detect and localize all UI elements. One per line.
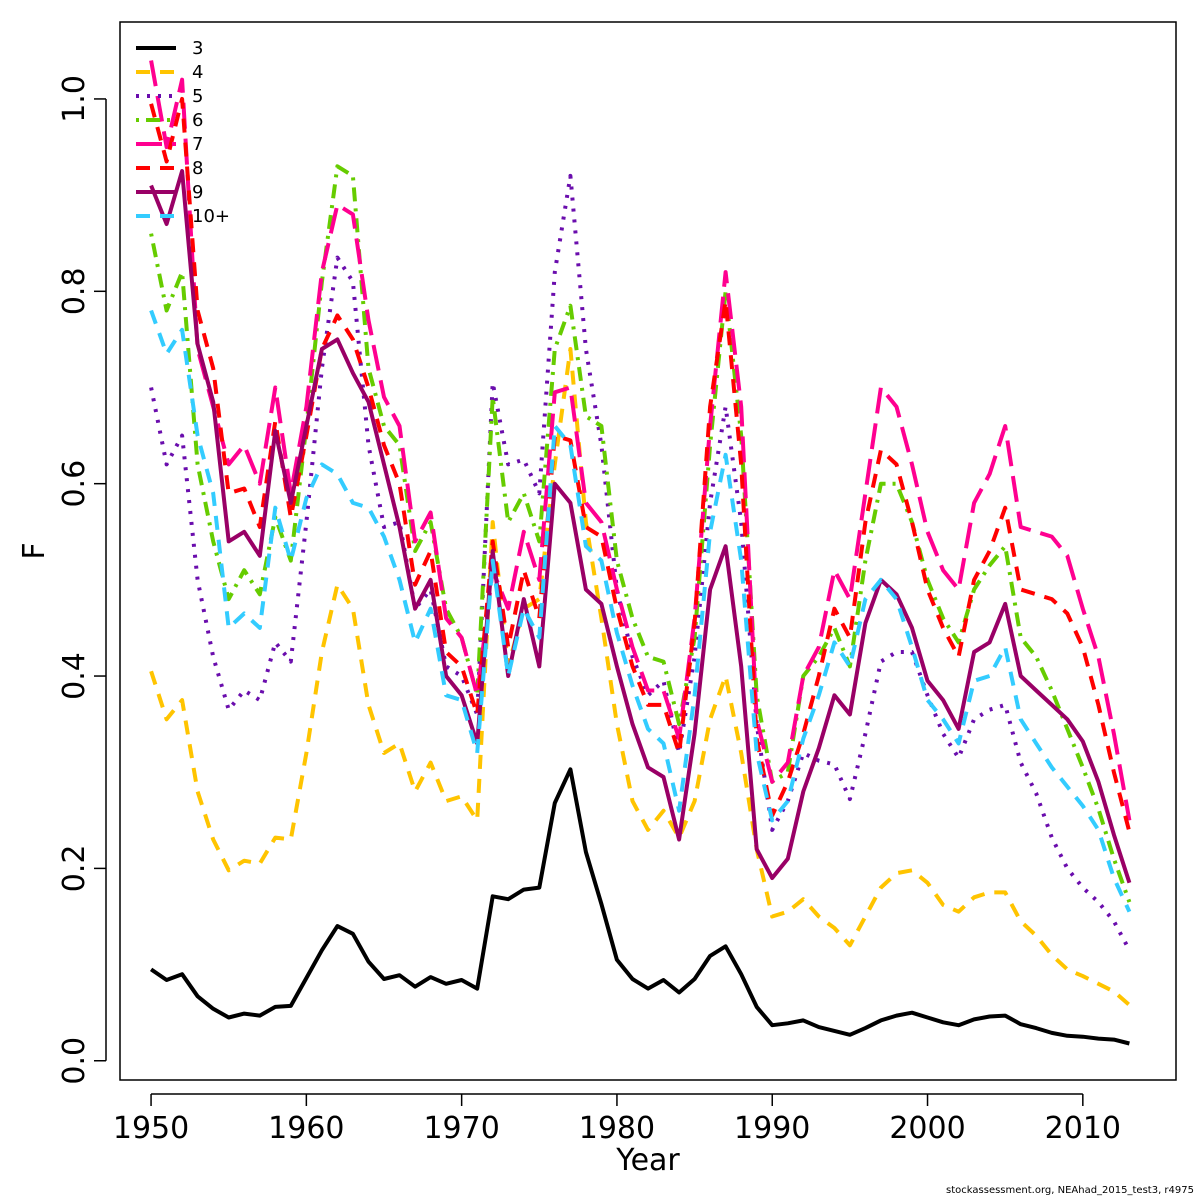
series-line-6 bbox=[149, 164, 1132, 903]
x-tick-label: 2010 bbox=[1045, 1111, 1121, 1146]
y-axis: 0.0 0.2 0.4 0.6 0.8 1.0 bbox=[57, 75, 107, 1085]
y-tick-label: 0.4 bbox=[57, 652, 92, 700]
x-tick-label: 1970 bbox=[423, 1111, 499, 1146]
x-axis-title: Year bbox=[615, 1143, 680, 1178]
legend-label: 4 bbox=[192, 62, 203, 83]
x-tick-label: 2000 bbox=[889, 1111, 965, 1146]
series-line-3 bbox=[149, 767, 1130, 1046]
x-tick-label: 1980 bbox=[579, 1111, 655, 1146]
plot-frame bbox=[119, 21, 1177, 1081]
x-axis: 1950 1960 1970 1980 1990 2000 2010 bbox=[113, 1093, 1121, 1146]
x-tick-label: 1990 bbox=[734, 1111, 810, 1146]
legend: 3 4 5 6 7 8 9 10+ bbox=[136, 38, 230, 227]
series-line-10plus bbox=[149, 309, 1132, 913]
legend-label: 8 bbox=[192, 158, 203, 179]
series-line-7 bbox=[149, 60, 1132, 821]
y-tick-label: 0.8 bbox=[57, 267, 92, 315]
y-tick-label: 0.6 bbox=[57, 460, 92, 508]
legend-label: 7 bbox=[192, 134, 203, 155]
y-tick-label: 1.0 bbox=[57, 75, 92, 123]
y-tick-label: 0.0 bbox=[57, 1037, 92, 1085]
legend-label: 5 bbox=[192, 86, 203, 107]
series-line-9 bbox=[149, 169, 1132, 884]
series-line-8 bbox=[149, 96, 1132, 833]
legend-label: 3 bbox=[192, 38, 203, 59]
y-tick-label: 0.2 bbox=[57, 845, 92, 893]
y-axis-title: F bbox=[17, 542, 52, 559]
series-line-5 bbox=[149, 173, 1132, 952]
x-tick-label: 1950 bbox=[113, 1111, 189, 1146]
legend-label: 10+ bbox=[192, 206, 230, 227]
legend-label: 6 bbox=[192, 110, 203, 131]
series-layer bbox=[149, 60, 1132, 1046]
legend-label: 9 bbox=[192, 182, 203, 203]
caption: stockassessment.org, NEAhad_2015_test3, … bbox=[946, 1185, 1194, 1196]
x-tick-label: 1960 bbox=[268, 1111, 344, 1146]
